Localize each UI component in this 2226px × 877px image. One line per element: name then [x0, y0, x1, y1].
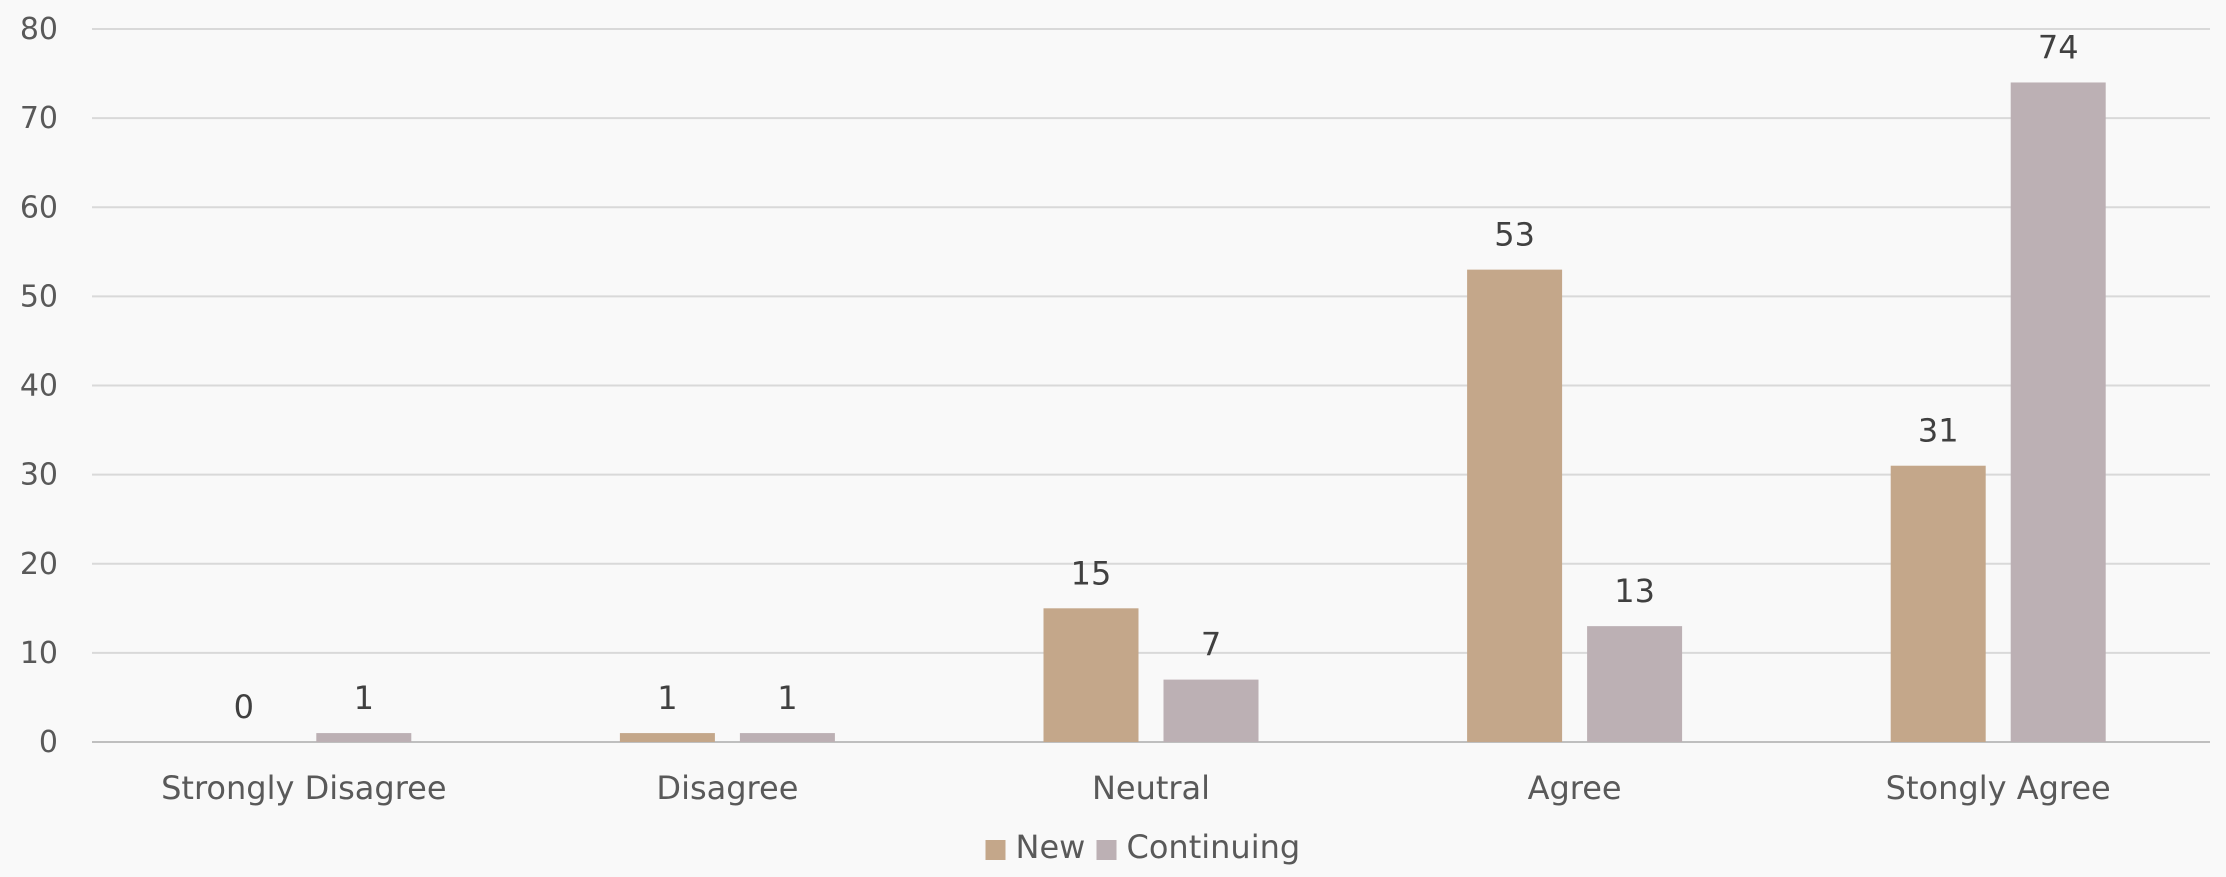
y-tick-label-80: 80: [20, 12, 58, 47]
category-label-2: Neutral: [1092, 769, 1210, 807]
y-tick-label-20: 20: [20, 547, 58, 582]
bar-continuing-strongly-disagree: [316, 733, 412, 742]
data-label-new-disagree: 1: [657, 679, 677, 717]
data-label-continuing-disagree: 1: [777, 679, 797, 717]
y-tick-label-60: 60: [20, 190, 58, 225]
y-tick-label-30: 30: [20, 458, 58, 493]
legend-label-new: New: [1016, 828, 1086, 866]
y-axis-tick-labels: 0 10 20 30 40 50 60 70 80: [20, 12, 58, 760]
x-axis-category-labels: Strongly Disagree Disagree Neutral Agree Sto…: [161, 769, 2111, 807]
bar-continuing-agree: [1587, 626, 1683, 742]
data-label-continuing-stongly-agree: 74: [2038, 28, 2079, 66]
bar-continuing-stongly-agree: [2010, 82, 2106, 743]
legend-swatch-continuing: [1096, 840, 1117, 860]
bars: [316, 82, 2106, 743]
bar-continuing-disagree: [739, 733, 835, 742]
bar-new-agree: [1467, 269, 1563, 742]
data-label-continuing-agree: 13: [1614, 572, 1655, 610]
y-tick-label-10: 10: [20, 636, 58, 671]
legend-label-continuing: Continuing: [1127, 828, 1301, 866]
data-label-continuing-strongly-disagree: 1: [354, 679, 374, 717]
bar-continuing-neutral: [1163, 679, 1259, 742]
data-label-new-strongly-disagree: 0: [234, 688, 254, 726]
y-tick-label-50: 50: [20, 279, 58, 314]
y-tick-label-40: 40: [20, 369, 58, 404]
data-label-continuing-neutral: 7: [1201, 626, 1221, 664]
data-label-new-stongly-agree: 31: [1918, 412, 1959, 450]
data-label-new-agree: 53: [1494, 216, 1535, 254]
category-label-1: Disagree: [656, 769, 798, 807]
data-labels: 0 1 1 1 15 7 53 13 31 74: [234, 28, 2079, 726]
category-label-3: Agree: [1528, 769, 1622, 807]
y-tick-label-70: 70: [20, 101, 58, 136]
category-label-0: Strongly Disagree: [161, 769, 446, 807]
legend: New Continuing: [985, 828, 1301, 866]
data-label-new-neutral: 15: [1071, 554, 1112, 592]
y-tick-label-0: 0: [39, 725, 58, 760]
bar-new-neutral: [1043, 608, 1139, 742]
bar-new-stongly-agree: [1890, 465, 1986, 742]
legend-swatch-new: [985, 840, 1006, 860]
gridlines: [92, 28, 2210, 743]
bar-new-disagree: [619, 733, 715, 742]
category-label-4: Stongly Agree: [1886, 769, 2111, 807]
